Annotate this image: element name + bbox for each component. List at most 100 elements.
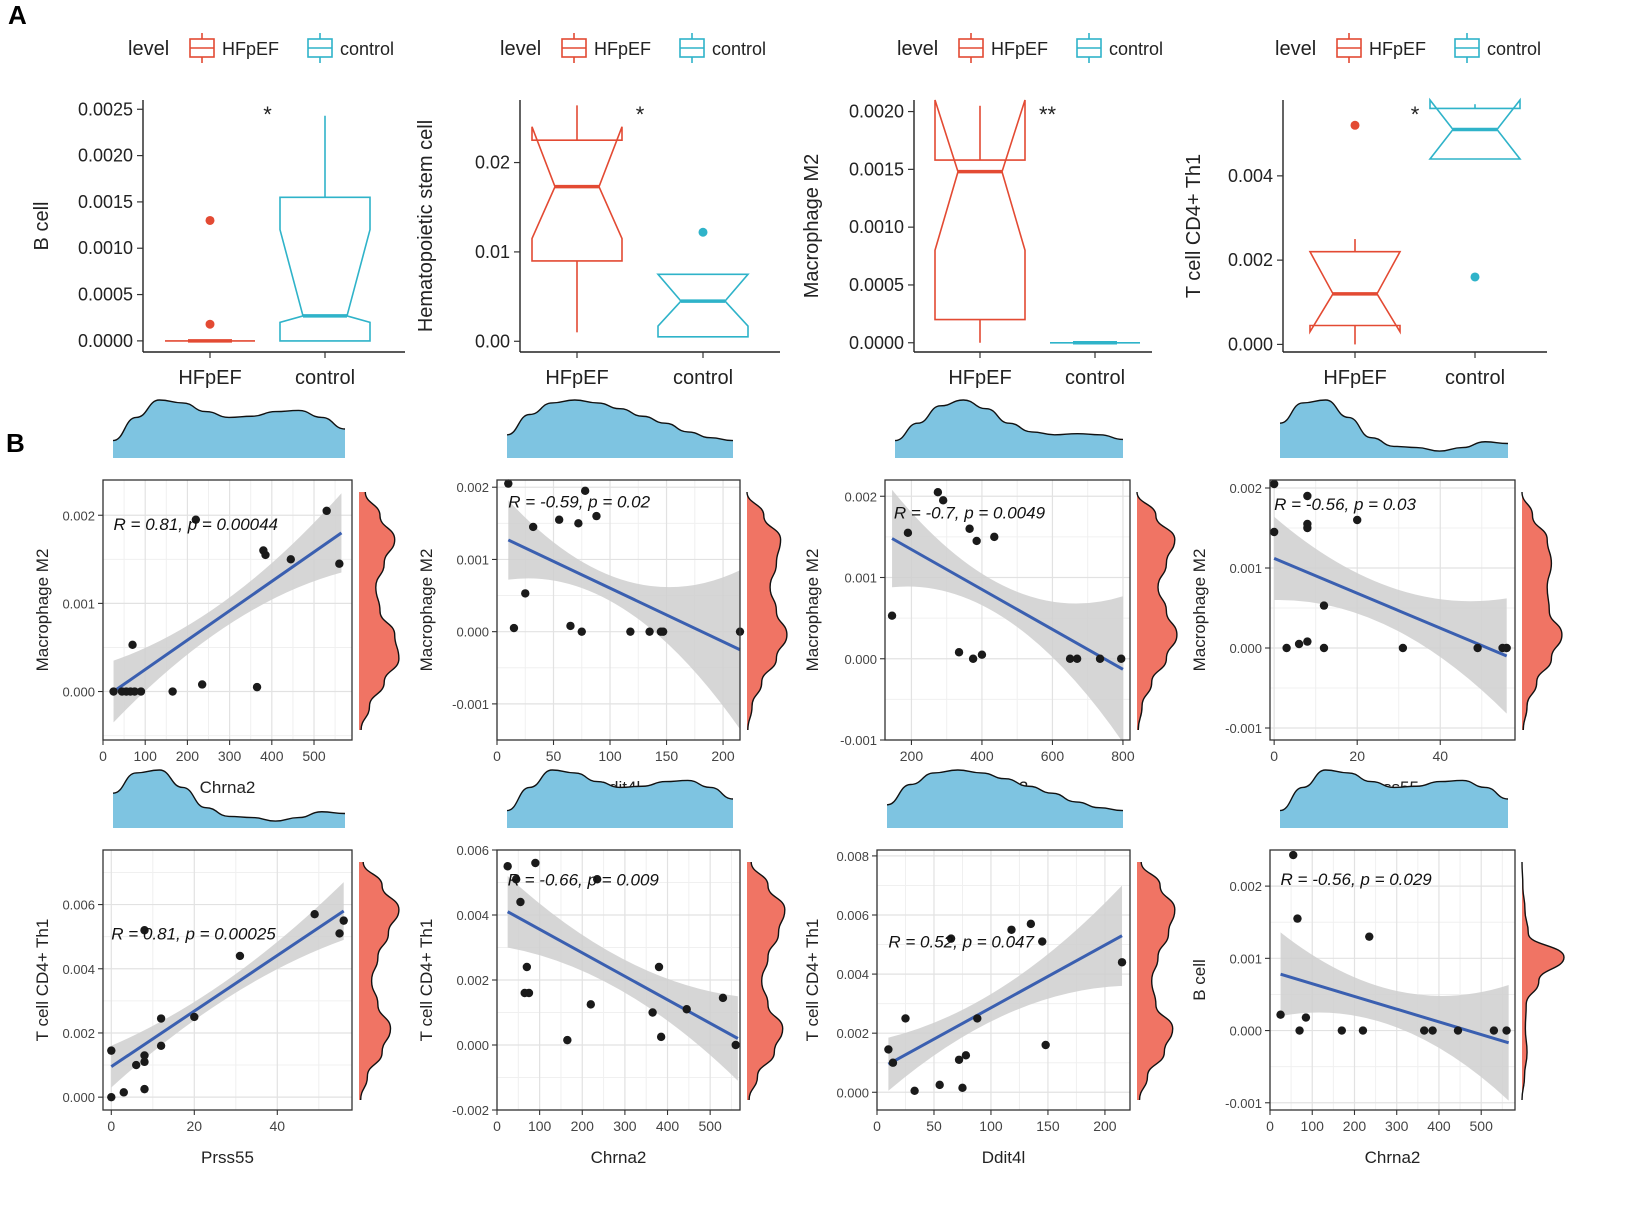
confidence-band xyxy=(113,493,342,723)
y-axis-label: Macrophage M2 xyxy=(803,549,822,672)
plot-frame xyxy=(102,849,353,1111)
scatter-chart-sc-chrna2-mac: R = 0.81, p = 0.00044 0.000 0.001 0.002 0 100… xyxy=(33,399,400,797)
marginal-density-right xyxy=(359,862,399,1100)
scatter-point xyxy=(626,627,635,636)
scatter-chart-sc-ddit4l-th1: R = 0.52, p = 0.047 0.000 0.002 0.004 0.006 0… xyxy=(803,769,1176,1167)
legend-label: control xyxy=(712,39,766,59)
box-control xyxy=(1428,97,1522,282)
scatter-point xyxy=(990,532,999,542)
x-tick-label: 500 xyxy=(698,1118,722,1134)
scatter-point xyxy=(1303,491,1312,501)
significance-marker: * xyxy=(1411,102,1420,127)
scatter-point xyxy=(935,1080,944,1090)
confidence-band xyxy=(1274,516,1507,714)
scatter-point xyxy=(1289,850,1298,860)
scatter-point xyxy=(592,511,601,521)
scatter-point xyxy=(524,988,534,998)
y-tick-label: 0.01 xyxy=(475,242,510,262)
scatter-point xyxy=(1428,1026,1437,1035)
legend-item-control: control xyxy=(679,33,766,63)
scatter-point xyxy=(1489,1026,1499,1035)
x-tick-label: 200 xyxy=(1343,1118,1367,1134)
scatter-point xyxy=(592,875,602,884)
scatter-point xyxy=(1502,1026,1511,1035)
box-hfpef xyxy=(934,99,1026,343)
x-axis-label: Prss55 xyxy=(201,1148,254,1167)
scatter-point xyxy=(140,1057,149,1067)
y-tick-label: 0.008 xyxy=(836,849,869,864)
scatter-point xyxy=(972,536,981,546)
scatter-point xyxy=(1319,643,1329,653)
y-axis-label: Hematopoietic stem cell xyxy=(415,120,437,332)
scatter-point xyxy=(574,519,583,528)
confidence-band xyxy=(1280,932,1509,1101)
scatter-point xyxy=(656,1032,666,1042)
box-outlier-point xyxy=(205,215,215,225)
scatter-point xyxy=(1117,958,1127,967)
box-chart-box-b-cell: level HFpEF control 0.0000 0.0005 0.0010 0.001… xyxy=(31,33,405,389)
y-axis-label: T cell CD4+ Th1 xyxy=(417,919,436,1042)
scatter-chart-sc-prss55-mac: R = -0.56, p = 0.03 -0.001 0.000 0.001 0.002… xyxy=(1190,399,1563,797)
x-tick-label: 400 xyxy=(1427,1118,1451,1134)
y-tick-label: 0.0010 xyxy=(78,238,133,258)
scatter-point xyxy=(1303,519,1312,529)
scatter-point xyxy=(261,550,270,560)
box-outlier-point xyxy=(1470,272,1480,282)
legend-item-control: control xyxy=(1076,33,1163,63)
marginal-density-right-outline xyxy=(746,491,788,731)
correlation-annotation: R = -0.7, p = 0.0049 xyxy=(894,504,1046,523)
scatter-point xyxy=(1294,639,1304,649)
scatter-point xyxy=(658,627,668,636)
y-tick-label: 0.0015 xyxy=(78,192,133,212)
y-tick-label: 0.001 xyxy=(62,596,95,611)
scatter-point xyxy=(521,589,530,598)
marginal-density-right xyxy=(1137,862,1175,1100)
x-tick-label: 400 xyxy=(656,1118,680,1134)
regression-line xyxy=(506,910,739,1040)
scatter-chart-sc-ddit4l-mac: R = -0.59, p = 0.02 -0.001 0.000 0.001 0.002… xyxy=(417,399,788,797)
scatter-point xyxy=(554,515,564,524)
y-tick-label: -0.001 xyxy=(1225,1096,1262,1111)
scatter-point xyxy=(1041,1040,1050,1050)
scatter-point xyxy=(1116,654,1126,663)
confidence-band xyxy=(508,500,740,730)
scatter-point xyxy=(335,929,344,938)
scatter-point xyxy=(1095,654,1105,663)
x-tick-label: 200 xyxy=(176,748,200,764)
box-body xyxy=(656,273,750,338)
scatter-point xyxy=(1026,919,1036,929)
marginal-density-right-outline xyxy=(360,491,400,731)
plot-frame xyxy=(1269,849,1516,1111)
box-control xyxy=(656,227,750,338)
confidence-band xyxy=(888,885,1123,1091)
scatter-point xyxy=(1293,914,1302,923)
marginal-density-right-outline xyxy=(1521,491,1563,731)
scatter-point xyxy=(1473,643,1482,653)
confidence-band xyxy=(507,876,738,1081)
box-body xyxy=(531,126,623,262)
x-tick-label: 200 xyxy=(900,748,924,764)
scatter-point xyxy=(718,993,728,1003)
box-body xyxy=(1308,250,1402,335)
marginal-density-top xyxy=(887,770,1123,828)
scatter-point xyxy=(954,648,964,657)
marginal-density-right xyxy=(747,862,785,1100)
marginal-density-top-outline xyxy=(506,399,734,442)
scatter-point xyxy=(197,680,207,689)
x-tick-label: 0 xyxy=(1270,748,1278,764)
y-tick-label: 0.001 xyxy=(844,571,877,586)
y-tick-label: 0.0010 xyxy=(849,217,904,237)
x-category-label: HFpEF xyxy=(545,367,608,389)
scatter-point xyxy=(128,640,137,650)
scatter-point xyxy=(977,650,987,659)
x-tick-label: 300 xyxy=(1385,1118,1409,1134)
y-tick-label: 0.002 xyxy=(836,1026,869,1041)
panel-label-a: A xyxy=(8,0,27,30)
y-tick-label: 0.02 xyxy=(475,153,510,173)
box-hfpef xyxy=(531,105,623,333)
marginal-density-right-outline xyxy=(1136,491,1178,731)
x-tick-label: 800 xyxy=(1111,748,1135,764)
scatter-point xyxy=(954,1055,964,1064)
scatter-point xyxy=(190,1012,199,1022)
scatter-point xyxy=(958,1083,967,1093)
